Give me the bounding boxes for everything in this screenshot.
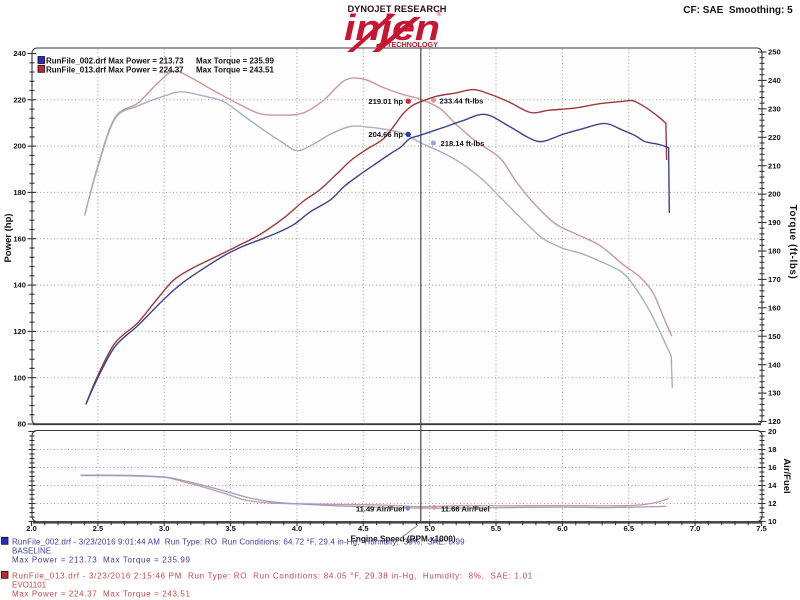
svg-text:3.5: 3.5 <box>225 524 236 533</box>
svg-text:TECHNOLOGY: TECHNOLOGY <box>387 40 438 49</box>
svg-text:11.66 Air/Fuel: 11.66 Air/Fuel <box>441 504 490 513</box>
svg-text:218.14 ft-lbs: 218.14 ft-lbs <box>441 139 485 148</box>
svg-text:160: 160 <box>768 303 781 312</box>
svg-text:DYNOJET RESEARCH: DYNOJET RESEARCH <box>347 4 446 14</box>
svg-text:4.0: 4.0 <box>292 524 303 533</box>
svg-text:Max Power = 224.37 Max Torque: Max Power = 224.37 Max Torque = 243.51 <box>12 589 191 598</box>
svg-text:14: 14 <box>768 481 777 490</box>
svg-text:BASELINE: BASELINE <box>12 546 51 555</box>
svg-text:7.5: 7.5 <box>756 524 767 533</box>
svg-text:220: 220 <box>768 133 781 142</box>
svg-text:Engine Speed (RPM x1000): Engine Speed (RPM x1000) <box>350 535 455 544</box>
svg-text:190: 190 <box>768 218 781 227</box>
svg-text:230: 230 <box>768 104 781 113</box>
svg-text:RunFile_002.drf Max Power = 21: RunFile_002.drf Max Power = 213.73 <box>46 57 184 66</box>
svg-text:®: ® <box>437 11 442 18</box>
svg-text:Torque (ft-lbs): Torque (ft-lbs) <box>787 205 798 280</box>
svg-text:200: 200 <box>768 190 781 199</box>
svg-text:6.5: 6.5 <box>624 524 635 533</box>
svg-text:140: 140 <box>768 360 781 369</box>
svg-text:11.49 Air/Fuel: 11.49 Air/Fuel <box>356 504 405 513</box>
svg-text:140: 140 <box>13 281 26 290</box>
svg-text:10: 10 <box>768 517 776 526</box>
svg-text:160: 160 <box>13 234 26 243</box>
svg-text:Air/Fuel: Air/Fuel <box>781 458 792 493</box>
svg-text:EVO1101: EVO1101 <box>12 580 47 589</box>
svg-text:5.0: 5.0 <box>424 524 435 533</box>
svg-text:250: 250 <box>768 48 781 57</box>
svg-text:210: 210 <box>768 161 781 170</box>
svg-text:80: 80 <box>18 420 26 429</box>
svg-text:130: 130 <box>768 389 781 398</box>
svg-text:240: 240 <box>13 49 26 58</box>
svg-text:6.0: 6.0 <box>557 524 568 533</box>
svg-text:18: 18 <box>768 445 776 454</box>
svg-text:233.44 ft-lbs: 233.44 ft-lbs <box>440 96 484 105</box>
svg-text:3.0: 3.0 <box>159 524 170 533</box>
svg-text:20: 20 <box>768 427 776 436</box>
svg-text:CF: SAE Smoothing: 5: CF: SAE Smoothing: 5 <box>683 5 793 16</box>
svg-text:100: 100 <box>13 373 26 382</box>
svg-text:150: 150 <box>768 332 781 341</box>
svg-text:2.5: 2.5 <box>93 524 104 533</box>
svg-text:16: 16 <box>768 463 776 472</box>
svg-text:2.0: 2.0 <box>26 524 37 533</box>
svg-text:Max Torque = 243.51: Max Torque = 243.51 <box>196 65 274 74</box>
svg-text:4.5: 4.5 <box>358 524 369 533</box>
svg-text:170: 170 <box>768 275 781 284</box>
svg-text:Max Torque = 235.99: Max Torque = 235.99 <box>196 57 274 66</box>
svg-text:220: 220 <box>13 95 26 104</box>
svg-text:RunFile_013.drf - 3/23/2016 2:: RunFile_013.drf - 3/23/2016 2:15:46 PM R… <box>12 571 533 580</box>
svg-text:200: 200 <box>13 142 26 151</box>
svg-text:Power (hp): Power (hp) <box>3 213 14 262</box>
svg-text:240: 240 <box>768 76 781 85</box>
svg-text:120: 120 <box>13 327 26 336</box>
svg-text:7.0: 7.0 <box>690 524 701 533</box>
svg-text:RunFile_013.drf Max Power = 22: RunFile_013.drf Max Power = 224.37 <box>46 65 184 74</box>
svg-text:204.66 hp: 204.66 hp <box>368 130 403 139</box>
svg-text:120: 120 <box>768 417 781 426</box>
svg-text:180: 180 <box>13 188 26 197</box>
svg-text:RunFile_002.drf - 3/23/2016 9:: RunFile_002.drf - 3/23/2016 9:01:44 AM R… <box>12 537 465 546</box>
svg-text:5.5: 5.5 <box>491 524 502 533</box>
svg-text:219.01 hp: 219.01 hp <box>368 97 403 106</box>
svg-text:Max Power = 213.73 Max Torque: Max Power = 213.73 Max Torque = 235.99 <box>12 556 191 565</box>
svg-text:180: 180 <box>768 247 781 256</box>
svg-text:12: 12 <box>768 499 776 508</box>
